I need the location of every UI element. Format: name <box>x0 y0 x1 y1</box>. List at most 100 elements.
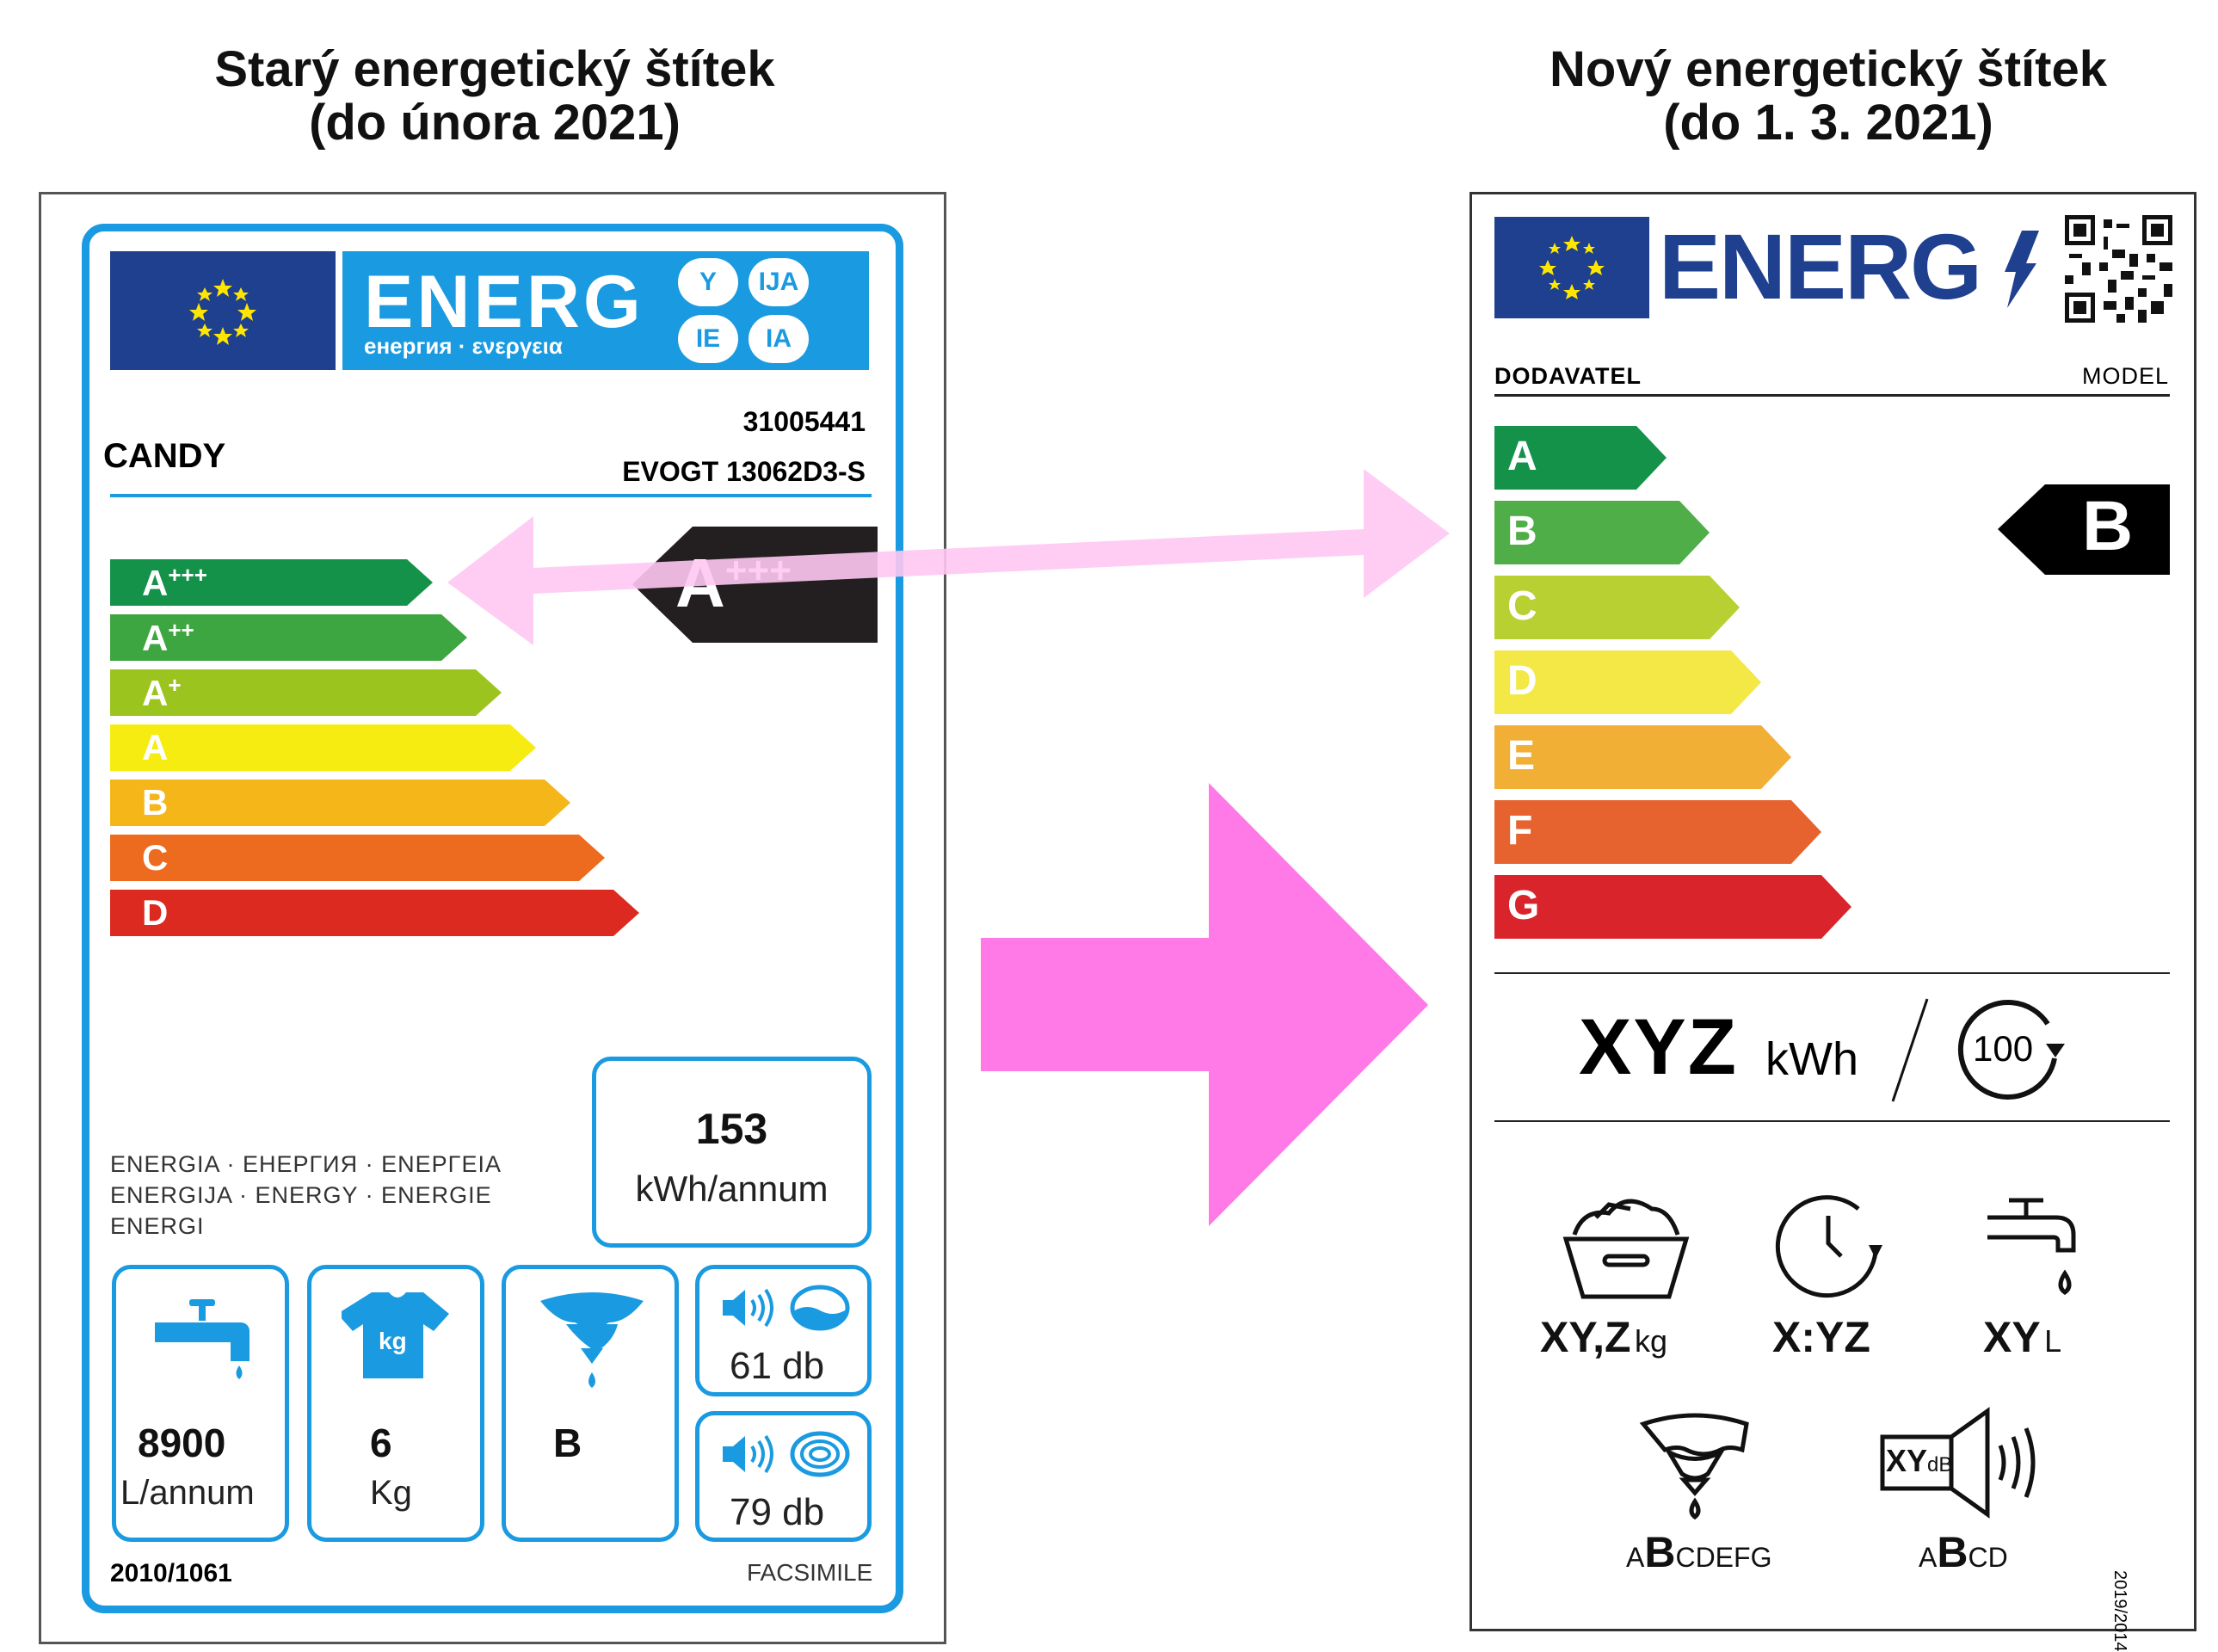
new-rating-arrow <box>1998 484 2170 575</box>
class-arrow-a3plus <box>110 559 433 606</box>
class-arrow-aplus <box>110 669 502 716</box>
spin-class: B <box>1644 1528 1676 1576</box>
spin-suffix: CDEFG <box>1675 1542 1772 1573</box>
class-label-b: B <box>1507 509 1537 554</box>
new-separator <box>1494 1120 2170 1122</box>
class-label-b: B <box>142 782 169 823</box>
class-label-g: G <box>1507 883 1540 928</box>
language-bubble: IJA <box>749 258 809 306</box>
capacity-value: 6 <box>370 1421 392 1465</box>
cycle-counter-icon <box>1957 1000 2065 1100</box>
water-tap-icon <box>1987 1198 2076 1296</box>
tshirt-kg-text: kg <box>379 1328 407 1354</box>
big-right-arrow-icon <box>981 783 1428 1226</box>
class-label-a: A <box>1507 434 1537 479</box>
class-arrow-g <box>1494 875 1851 939</box>
class-arrow-b <box>110 780 570 826</box>
new-rating-value: B <box>2082 487 2134 565</box>
new-label-heading: Nový energetický štítek (do 1. 3. 2021) <box>1463 43 2194 150</box>
water-value: 8900 <box>138 1421 226 1465</box>
spin-drum-icon <box>790 1431 850 1477</box>
noise-suffix: CD <box>1968 1542 2008 1573</box>
facsimile-text: FACSIMILE <box>747 1559 873 1586</box>
water-unit: L <box>2044 1323 2062 1359</box>
energy-consumption-unit: kWh <box>1765 1033 1858 1085</box>
noise-label: XYdB <box>1886 1443 1963 1479</box>
eu-flag-icon <box>1494 217 1649 318</box>
energy-text-line1: ENERGIA · ЕНЕРГИЯ · ΕΝΕΡΓΕΙΑ <box>110 1151 502 1177</box>
laundry-basket-icon <box>1562 1199 1690 1299</box>
spin-class-box: B <box>502 1265 679 1542</box>
old-heading-line1: Starý energetický štítek <box>214 41 775 97</box>
spin-class-value: B <box>553 1421 582 1465</box>
class-label-d: D <box>142 892 169 933</box>
class-label-aplus: A+ <box>142 672 182 713</box>
noise-spin-value: 79 db <box>730 1491 825 1533</box>
energy-text-line3: ENERGI <box>110 1213 205 1239</box>
product-code: 31005441 <box>742 406 866 437</box>
noise-wash-box: 61 db <box>695 1265 872 1396</box>
water-box: 8900 L/annum <box>112 1265 289 1542</box>
supplier-label: DODAVATEL <box>1494 363 1642 389</box>
class-arrow-a2plus <box>110 614 467 661</box>
energy-consumption-value: XYZ <box>1579 1003 1738 1091</box>
old-heading-line2: (do února 2021) <box>309 95 681 151</box>
new-separator <box>1494 394 2170 397</box>
capacity-value: XY,Z <box>1540 1313 1631 1361</box>
new-class-scale <box>1494 426 1851 939</box>
noise-class-scale: ABCD <box>1919 1527 2048 1577</box>
capacity-label: XY,Z kg <box>1540 1312 1738 1362</box>
spin-shirt-icon <box>1639 1413 1749 1520</box>
lightning-icon <box>2005 231 2039 308</box>
class-label-a3plus: A+++ <box>142 562 207 603</box>
noise-class: B <box>1937 1528 1968 1576</box>
class-label-e: E <box>1507 733 1536 779</box>
class-arrow-b <box>1494 501 1710 564</box>
capacity-unit: Kg <box>370 1474 412 1512</box>
capacity-box: kg 6 Kg <box>307 1265 484 1542</box>
noise-unit: dB <box>1927 1453 1953 1476</box>
old-energy-banner: ENERG енергия · ενεργεια Y IJA IE IA <box>342 251 869 370</box>
noise-wash-value: 61 db <box>730 1345 825 1387</box>
tshirt-kg-icon <box>342 1292 449 1378</box>
old-class-scale <box>110 559 639 936</box>
speaker-icon <box>723 1434 773 1474</box>
duration-value: X:YZ <box>1772 1313 1870 1361</box>
new-separator <box>1494 972 2170 974</box>
new-regulation: 2019/2014 <box>2110 1570 2129 1652</box>
class-label-c: C <box>142 837 169 878</box>
class-arrow-c <box>1494 576 1740 639</box>
model-label: MODEL <box>2082 363 2170 389</box>
noise-value: XY <box>1886 1443 1928 1478</box>
old-label-heading: Starý energetický štítek (do února 2021) <box>129 43 860 150</box>
spin-prefix: A <box>1626 1542 1645 1573</box>
class-arrow-c <box>110 835 605 881</box>
class-label-f: F <box>1507 808 1533 854</box>
spin-shirt-icon <box>540 1292 644 1388</box>
class-arrow-e <box>1494 725 1791 789</box>
comparison-double-arrow <box>447 469 1450 645</box>
qr-code-icon <box>2065 215 2172 323</box>
kwh-value: 153 <box>695 1105 768 1153</box>
water-tap-icon <box>155 1299 250 1379</box>
noise-spin-box: 79 db <box>695 1411 872 1542</box>
water-value: XY <box>1983 1313 2041 1361</box>
new-label-frame <box>1469 192 2196 1631</box>
noise-prefix: A <box>1919 1542 1938 1573</box>
old-label-border <box>82 224 903 1613</box>
language-bubble: Y <box>678 258 738 306</box>
water-unit: L/annum <box>120 1474 255 1512</box>
divider-slash <box>1891 998 1929 1102</box>
clock-duration-icon <box>1775 1195 1882 1298</box>
energy-consumption-box: 153 kWh/annum <box>592 1057 872 1248</box>
old-regulation: 2010/1061 <box>110 1559 232 1587</box>
old-label-frame <box>39 192 946 1644</box>
brand-name: CANDY <box>103 437 226 475</box>
eu-flag-icon <box>110 251 336 370</box>
language-bubble: IE <box>678 315 738 363</box>
class-arrow-a <box>1494 426 1667 490</box>
wash-drum-icon <box>790 1285 850 1331</box>
product-model: EVOGT 13062D3-S <box>622 456 866 487</box>
capacity-unit: kg <box>1635 1323 1668 1359</box>
spin-class-scale: ABCDEFG <box>1626 1527 1781 1577</box>
